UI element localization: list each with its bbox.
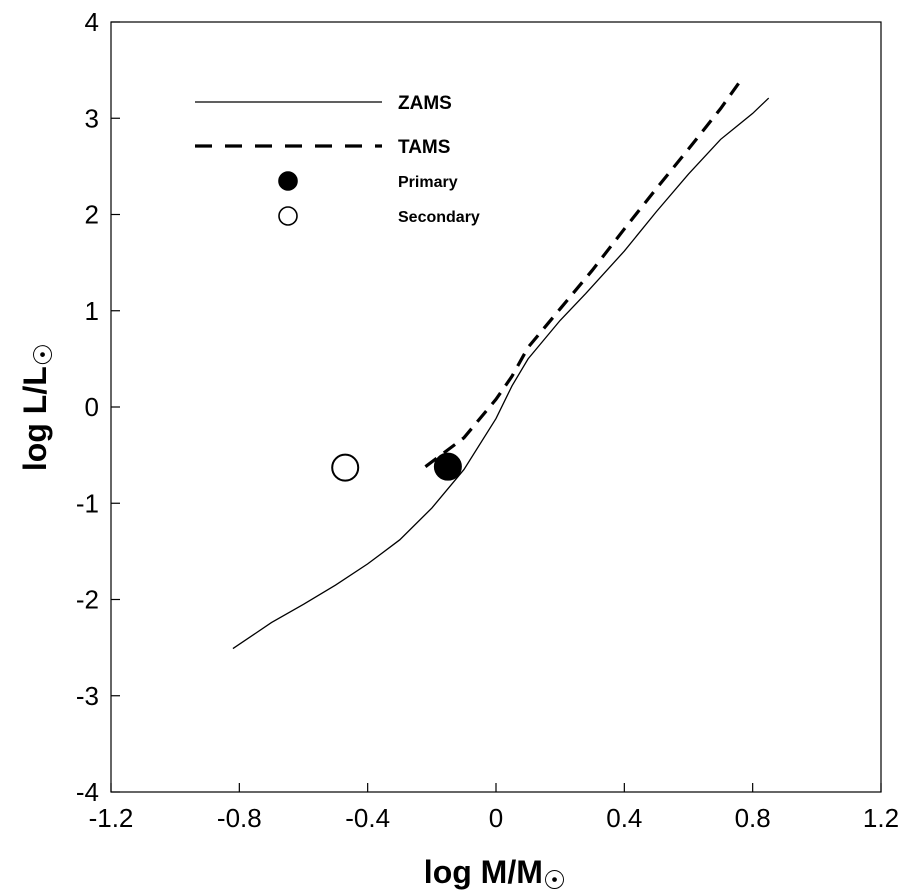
- x-tick-label: 0.4: [606, 803, 642, 833]
- zams-line: [232, 97, 770, 650]
- secondary-point: [331, 453, 360, 482]
- y-tick-label: -1: [76, 488, 99, 518]
- x-tick-label: -0.8: [217, 803, 262, 833]
- x-tick-label: 1.2: [863, 803, 899, 833]
- y-tick-label: 4: [85, 7, 99, 37]
- legend-label-primary: Primary: [398, 174, 458, 191]
- y-axis-title: log L/L☉: [17, 343, 58, 471]
- axis-ticks: -1.2 -0.8 -0.4 0 0.4 0.8 1.2 -4 -3 -2 -1 0 1 2 3 4: [76, 7, 899, 833]
- legend: ZAMS TAMS Primary Secondary: [195, 93, 480, 226]
- y-axis-sun-symbol: ☉: [28, 343, 58, 366]
- legend-label-secondary: Secondary: [398, 209, 480, 226]
- x-tick-label: -1.2: [89, 803, 134, 833]
- x-tick-label: 0: [489, 803, 503, 833]
- y-tick-label: 1: [85, 296, 99, 326]
- y-tick-label: -3: [76, 681, 99, 711]
- primary-point: [433, 452, 462, 481]
- y-tick-label: 0: [85, 392, 99, 422]
- legend-primary-swatch: [278, 171, 298, 191]
- x-axis-sun-symbol: ☉: [543, 865, 566, 895]
- y-tick-label: 2: [85, 200, 99, 230]
- y-tick-label: 3: [85, 103, 99, 133]
- data-markers: [331, 452, 462, 482]
- plot-frame: [110, 21, 882, 793]
- legend-label-tams: TAMS: [398, 137, 450, 158]
- legend-secondary-swatch: [278, 206, 298, 226]
- x-tick-label: -0.4: [345, 803, 390, 833]
- legend-label-zams: ZAMS: [398, 93, 452, 114]
- y-tick-label: -4: [76, 777, 99, 807]
- x-tick-label: 0.8: [735, 803, 771, 833]
- tams-line: [424, 80, 742, 468]
- series-lines: [232, 80, 770, 650]
- x-axis-title: log M/M☉: [424, 854, 566, 895]
- y-tick-label: -2: [76, 585, 99, 615]
